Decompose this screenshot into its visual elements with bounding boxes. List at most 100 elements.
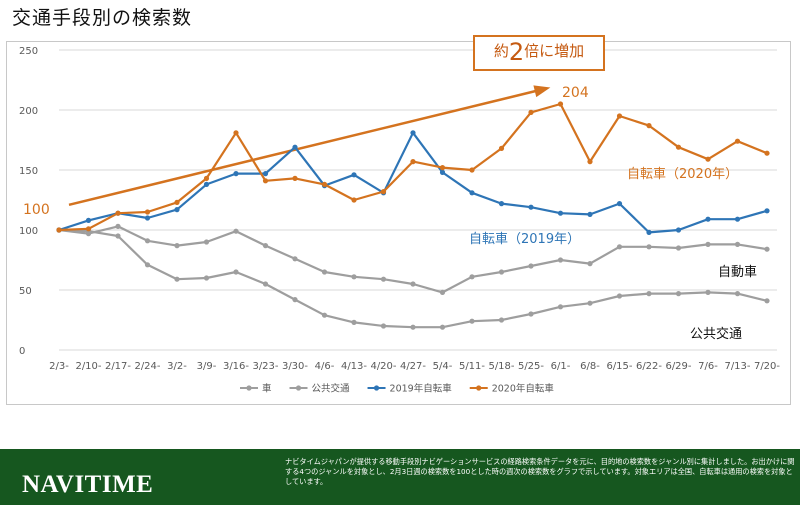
data-point-bike2019 xyxy=(439,169,446,175)
data-point-bike2020 xyxy=(85,226,92,232)
data-point-bike2019 xyxy=(85,217,92,223)
y-tick-label: 200 xyxy=(19,106,38,117)
x-tick-label: 5/25- xyxy=(518,361,544,372)
legend-label-car: 車 xyxy=(262,383,272,395)
data-point-bike2019 xyxy=(528,204,534,210)
data-point-car xyxy=(380,276,387,282)
data-point-transit xyxy=(203,275,210,281)
x-tick-label: 6/1- xyxy=(551,361,571,372)
data-point-car xyxy=(734,241,741,247)
data-point-bike2019 xyxy=(734,216,741,222)
x-tick-label: 7/6- xyxy=(698,361,718,372)
data-point-bike2020 xyxy=(498,145,505,151)
data-point-bike2019 xyxy=(469,190,475,196)
data-point-bike2020 xyxy=(646,123,652,129)
data-point-bike2020 xyxy=(587,159,593,165)
data-point-bike2019 xyxy=(144,215,151,221)
data-point-car xyxy=(262,243,269,249)
x-tick-label: 3/9- xyxy=(197,361,217,372)
data-point-transit xyxy=(115,233,121,239)
data-point-car xyxy=(439,289,446,295)
x-tick-label: 6/15- xyxy=(606,361,632,372)
legend-marker-transit xyxy=(295,385,302,391)
data-point-transit xyxy=(616,293,623,299)
x-tick-label: 6/29- xyxy=(665,361,691,372)
x-tick-label: 4/20- xyxy=(370,361,396,372)
y-tick-label: 50 xyxy=(19,286,32,297)
data-point-bike2020 xyxy=(292,175,298,181)
data-point-car xyxy=(351,274,357,280)
data-point-car xyxy=(292,256,298,262)
data-point-bike2019 xyxy=(262,171,269,177)
callout-number: 2 xyxy=(508,38,525,66)
data-point-car xyxy=(174,243,180,249)
y-tick-label: 150 xyxy=(19,166,38,177)
callout-prefix: 約 xyxy=(493,42,509,60)
data-point-bike2020 xyxy=(115,210,121,216)
data-point-bike2020 xyxy=(439,165,446,171)
data-point-bike2020 xyxy=(351,197,357,203)
start-value-label: 100 xyxy=(23,202,50,218)
data-point-transit xyxy=(233,269,239,275)
x-tick-label: 4/6- xyxy=(315,361,335,372)
data-point-car xyxy=(528,263,534,269)
x-tick-label: 2/24- xyxy=(134,361,160,372)
data-point-transit xyxy=(144,262,151,268)
data-point-car xyxy=(115,223,121,229)
data-point-bike2020 xyxy=(174,199,180,205)
callout-suffix: 倍に増加 xyxy=(524,42,585,60)
data-point-transit xyxy=(498,317,505,323)
data-point-transit xyxy=(439,324,446,330)
data-point-transit xyxy=(292,297,298,303)
chart-frame: 0 50 100 150 200 250 2/3- 2/10- 2/17- 2/24- 3/2- 3/… xyxy=(6,41,791,405)
data-point-bike2019 xyxy=(675,227,682,233)
data-point-bike2020 xyxy=(262,178,269,184)
data-point-bike2019 xyxy=(292,144,298,150)
legend-marker-bike2019 xyxy=(373,385,380,391)
data-point-bike2020 xyxy=(705,156,711,162)
data-point-bike2019 xyxy=(557,210,564,216)
x-tick-label: 5/11- xyxy=(459,361,485,372)
data-point-bike2020 xyxy=(616,113,623,119)
navitime-logo: NAVITIME xyxy=(22,471,154,498)
data-point-bike2020 xyxy=(469,167,475,173)
x-tick-label: 5/4- xyxy=(433,361,453,372)
data-point-transit xyxy=(675,291,682,297)
x-tick-label: 2/10- xyxy=(75,361,101,372)
x-tick-label: 3/16- xyxy=(223,361,249,372)
data-point-transit xyxy=(380,323,387,329)
label-bike-2020: 自転車（2020年） xyxy=(627,167,738,182)
legend-label-bike2020: 2020年自転車 xyxy=(492,383,555,395)
x-tick-label: 7/20- xyxy=(754,361,780,372)
label-car: 自動車 xyxy=(718,265,757,280)
x-tick-label: 2/3- xyxy=(49,361,69,372)
data-point-bike2020 xyxy=(144,209,151,215)
x-tick-label: 7/13- xyxy=(724,361,750,372)
data-point-bike2020 xyxy=(764,150,770,156)
data-point-car xyxy=(410,281,416,287)
label-bike-2019: 自転車（2019年） xyxy=(469,232,580,247)
data-point-bike2020 xyxy=(380,189,387,195)
y-tick-label: 0 xyxy=(19,346,25,357)
x-tick-label: 3/2- xyxy=(167,361,187,372)
data-point-bike2019 xyxy=(705,216,711,222)
data-point-bike2020 xyxy=(528,109,534,115)
data-point-car xyxy=(144,238,151,244)
data-point-bike2020 xyxy=(321,181,328,187)
data-point-car xyxy=(203,239,210,245)
x-tick-label: 6/22- xyxy=(636,361,662,372)
x-tick-label: 5/18- xyxy=(488,361,514,372)
data-point-bike2020 xyxy=(734,138,741,144)
data-point-bike2019 xyxy=(646,229,652,235)
data-point-bike2020 xyxy=(557,101,564,107)
data-point-transit xyxy=(734,291,741,297)
x-tick-label: 6/8- xyxy=(580,361,600,372)
data-point-bike2019 xyxy=(498,201,505,207)
data-point-bike2020 xyxy=(203,175,210,181)
line-chart: 0 50 100 150 200 250 2/3- 2/10- 2/17- 2/24- 3/2- 3/… xyxy=(19,46,780,395)
data-point-car xyxy=(764,246,770,252)
data-point-bike2020 xyxy=(233,130,239,136)
data-point-bike2019 xyxy=(587,211,593,217)
data-point-transit xyxy=(410,324,416,330)
data-point-bike2019 xyxy=(203,181,210,187)
